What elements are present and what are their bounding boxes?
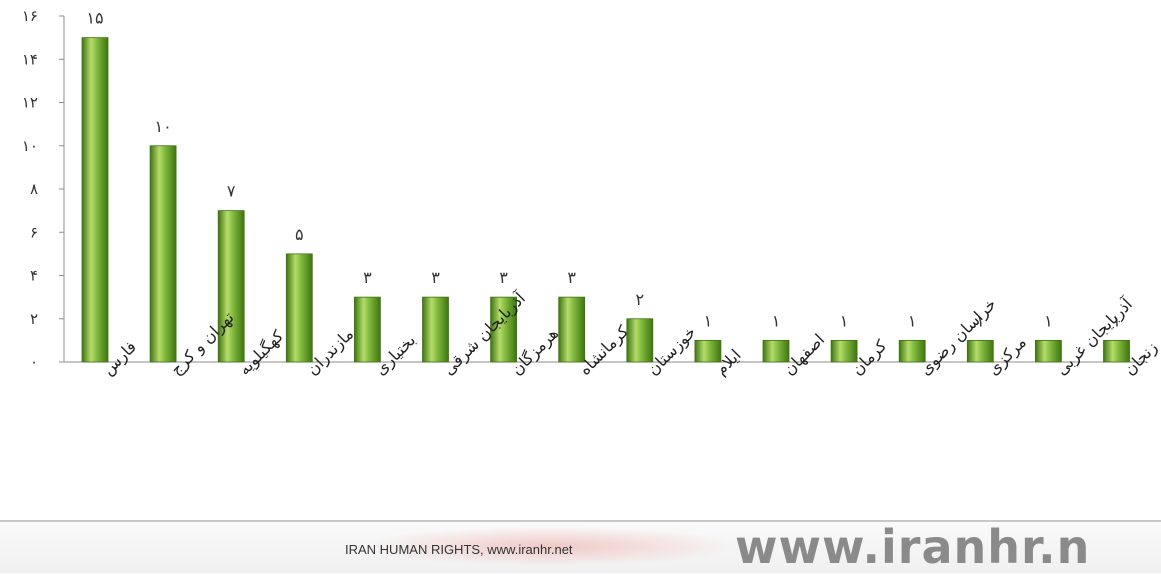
watermark-glow [360,526,740,566]
y-tick-label: ۱۲ [22,94,38,112]
y-tick-label: ۸ [30,180,38,198]
data-label: ۳ [499,268,508,287]
bar [149,145,177,363]
y-tick-label: ۴ [30,267,38,285]
y-tick-label: ۶ [30,223,38,241]
bar [422,296,449,363]
data-label: ۱ [704,311,713,330]
data-label: ۷ [227,182,236,201]
data-label: ۱ [1044,311,1053,330]
site-watermark: www.iranhr.n [735,520,1091,574]
bar [490,296,518,363]
data-label: ۱ [908,311,917,330]
data-label: ۱ [1112,311,1121,330]
data-label: ۳ [431,268,440,287]
y-tick-label: ۱۰ [22,137,38,155]
y-tick-label: ۱۴ [22,50,38,68]
data-label: ۱۰ [155,117,172,136]
bar [285,253,313,363]
bar [1035,339,1062,363]
footer: IRAN HUMAN RIGHTS, www.iranhr.net www.ir… [0,520,1161,574]
bar [898,339,926,363]
data-label: ۳ [363,268,372,287]
bar [694,339,722,363]
data-label: ۱ [772,311,781,330]
bar [353,296,381,363]
bars [81,37,1130,363]
bar-chart: ۰ ۲ ۴ ۶ ۸ ۱۰ ۱۲ ۱۴ ۱۶ ۱۵ ۱۰ ۷ ۵ ۳ ۳ ۳ ۳ ۲ ۱ ۱ ۱ ۱ ۱ ۱ ۱ فارس تهر… [22,7,1161,380]
y-axis: ۰ ۲ ۴ ۶ ۸ ۱۰ ۱۲ ۱۴ ۱۶ [22,7,65,371]
data-label: ۱۵ [86,9,103,28]
bar [626,318,654,363]
data-label: ۲ [636,290,645,309]
bar [966,339,994,363]
data-label: ۱ [976,311,985,330]
data-labels: ۱۵ ۱۰ ۷ ۵ ۳ ۳ ۳ ۳ ۲ ۱ ۱ ۱ ۱ ۱ ۱ ۱ [86,9,1120,331]
data-label: ۵ [295,225,304,244]
data-label: ۳ [567,268,576,287]
bar [217,210,245,363]
bar [558,296,586,363]
bar [1103,339,1130,363]
y-tick-label: ۱۶ [22,7,38,25]
y-tick-label: ۰ [30,353,38,371]
credit-text: IRAN HUMAN RIGHTS, www.iranhr.net [345,542,573,557]
data-label: ۱ [840,311,849,330]
y-tick-label: ۲ [30,310,38,328]
bar [81,37,109,363]
bar [830,339,858,363]
bar [762,339,790,363]
